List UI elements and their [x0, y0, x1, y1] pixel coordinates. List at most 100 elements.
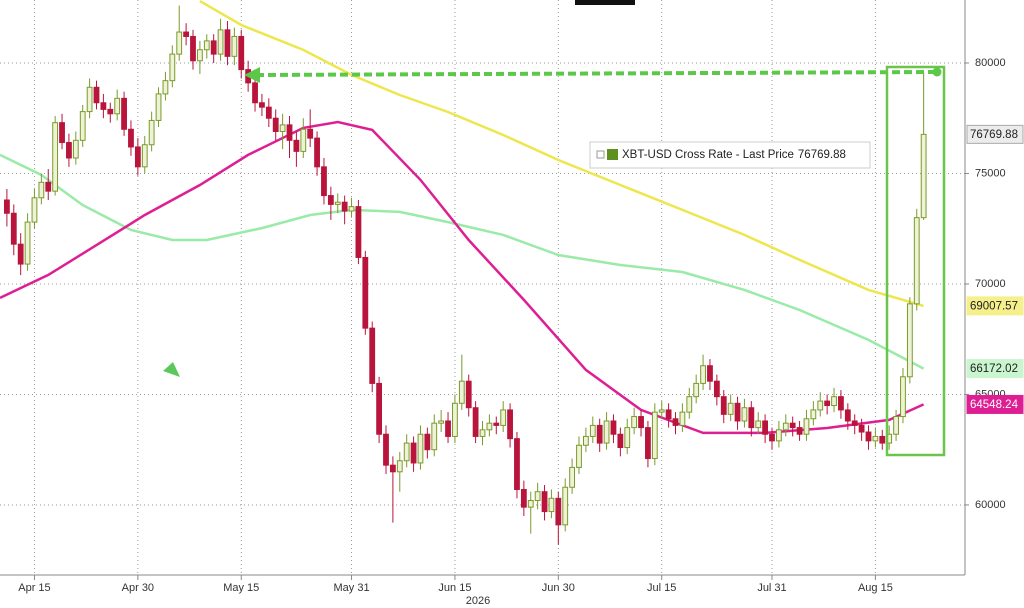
candle-body	[128, 128, 134, 148]
candle-body	[582, 435, 589, 446]
candle-body	[493, 422, 500, 426]
candle-body	[438, 420, 445, 424]
candle-body	[286, 124, 293, 141]
moving-average-line	[0, 153, 925, 370]
candle-body	[10, 212, 17, 245]
candle-body	[741, 407, 748, 422]
price-tag-box	[966, 394, 1024, 414]
candle-body	[831, 396, 837, 407]
candle-body	[155, 93, 162, 121]
arrow-head	[244, 67, 260, 83]
candle-body	[500, 409, 507, 426]
grid	[0, 0, 965, 575]
candle-body	[38, 181, 45, 199]
candles	[3, 5, 927, 545]
candle-body	[272, 117, 279, 132]
candle-body	[141, 144, 148, 168]
candle-body	[465, 380, 472, 409]
candle-body	[279, 124, 286, 132]
candle-body	[589, 424, 596, 437]
candle-body	[851, 420, 858, 426]
candle-body	[775, 429, 782, 442]
candle-body	[410, 442, 417, 464]
candle-body	[300, 128, 307, 152]
candle-body	[238, 35, 245, 71]
candle-body	[327, 195, 334, 205]
candle-body	[107, 108, 114, 115]
candle-body	[148, 119, 155, 146]
candle-body	[879, 435, 886, 444]
candle-body	[631, 416, 638, 429]
candle-body	[707, 365, 713, 382]
x-tick-label: Jun 15	[438, 582, 471, 594]
candle-body	[769, 433, 775, 442]
y-tick-label: 80000	[975, 57, 1006, 69]
candle-body	[162, 80, 169, 95]
candle-body	[658, 409, 665, 413]
price-tags: 69007.57 66172.02 64548.24 76769.88	[966, 124, 1024, 414]
candle-body	[389, 464, 396, 473]
x-tick-label: Jul 31	[757, 582, 786, 594]
candle-body	[617, 433, 624, 448]
candle-body	[906, 303, 913, 378]
candle-body	[817, 400, 824, 411]
candle-body	[900, 376, 906, 418]
legend-last-price: 76769.88	[798, 149, 846, 161]
candle-body	[355, 206, 362, 258]
candle-body	[100, 102, 107, 110]
candle-body	[541, 491, 548, 513]
top-marker	[575, 0, 635, 5]
candle-body	[341, 201, 348, 212]
candle-body	[52, 122, 59, 192]
legend-name: XBT-USD Cross Rate - Last Price	[622, 149, 794, 161]
candle-body	[893, 416, 899, 435]
candle-body	[321, 166, 327, 197]
candle-body	[713, 380, 720, 398]
candle-body	[265, 106, 272, 119]
candle-body	[66, 142, 72, 159]
candle-body	[824, 400, 831, 407]
price-tag-label: 66172.02	[970, 363, 1018, 375]
candle-body	[562, 486, 569, 526]
candle-body	[114, 97, 121, 115]
candle-body	[789, 422, 796, 429]
candle-body	[693, 382, 700, 398]
candle-body	[803, 418, 810, 435]
y-tick-label: 75000	[975, 167, 1006, 179]
candle-body	[369, 327, 376, 384]
candle-body	[314, 137, 320, 168]
candle-body	[362, 256, 369, 329]
y-tick-label: 60000	[975, 499, 1006, 511]
candle-body	[431, 422, 438, 451]
triangle-annotation	[163, 362, 180, 377]
candle-body	[665, 409, 672, 420]
price-tag-label: 76769.88	[970, 129, 1018, 141]
candle-body	[79, 111, 86, 141]
candle-body	[679, 411, 686, 426]
candle-body	[424, 433, 431, 451]
highlight-box	[885, 65, 946, 457]
candle-body	[231, 35, 238, 57]
x-year-label: 2026	[466, 595, 490, 607]
candle-body	[548, 497, 555, 513]
candle-body	[796, 427, 803, 435]
moving-average-line	[199, 0, 924, 308]
candle-body	[638, 416, 644, 429]
candle-body	[210, 40, 217, 55]
candle-body	[610, 420, 617, 435]
candle-body	[755, 420, 762, 429]
candle-body	[121, 97, 127, 130]
candle-body	[720, 396, 727, 415]
price-tag-label: 64548.24	[970, 399, 1019, 411]
candle-body	[334, 201, 341, 205]
candle-body	[527, 500, 534, 508]
candle-body	[445, 420, 451, 437]
candle-body	[293, 139, 300, 152]
legend-box	[589, 141, 871, 169]
candle-body	[569, 466, 576, 488]
price-tag-box	[966, 296, 1024, 316]
candle-body	[472, 407, 479, 437]
candle-body	[645, 427, 651, 460]
